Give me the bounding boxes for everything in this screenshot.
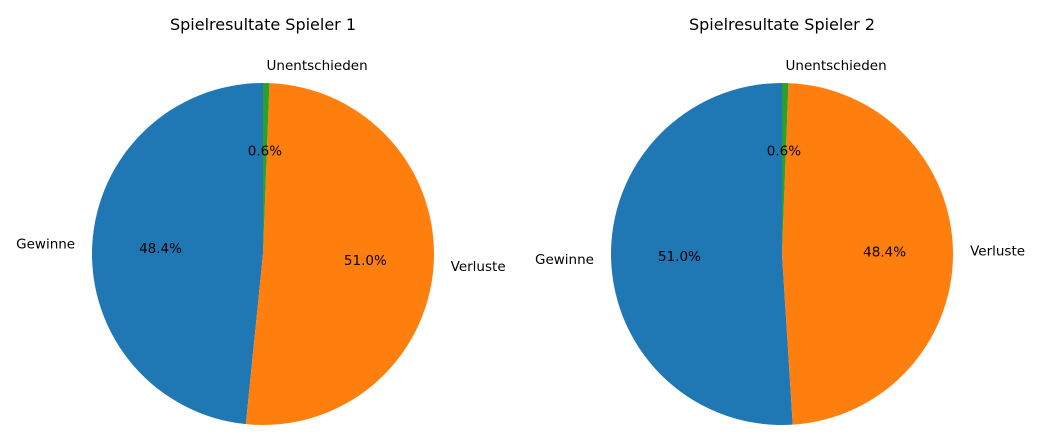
category-label: Gewinne: [535, 252, 594, 268]
percent-label: 0.6%: [767, 143, 801, 159]
category-label: Gewinne: [16, 237, 75, 253]
category-labels: Gewinne Verluste Unentschieden: [16, 58, 505, 275]
percent-label: 51.0%: [344, 253, 387, 269]
pie-chart-player-2: Spielresultate Spieler 2 51.0% 48.4%0.6% …: [535, 15, 1025, 425]
pie-slice-unentschieden: [782, 83, 789, 254]
pie-slice-gewinne: [610, 83, 793, 425]
pie-slices: [92, 83, 435, 426]
pie-chart-player-1: Spielresultate Spieler 1 48.4%51.0%0.6% …: [16, 15, 506, 426]
chart-title: Spielresultate Spieler 1: [170, 15, 356, 34]
percent-label: 51.0%: [658, 249, 701, 265]
percent-label: 48.4%: [863, 245, 906, 261]
percent-labels: 51.0% 48.4% 0.6%: [658, 143, 906, 265]
percent-labels: 48.4% 51.0% 0.6%: [139, 143, 387, 269]
pie-slice-verluste: [245, 83, 435, 426]
category-label: Unentschieden: [786, 58, 887, 74]
category-labels: Gewinne Verluste Unentschieden: [535, 58, 1025, 268]
pie-slice-gewinne: [92, 83, 263, 425]
pie-slice-verluste: [782, 83, 953, 425]
category-label: Verluste: [451, 259, 506, 275]
chart-title: Spielresultate Spieler 2: [689, 15, 875, 34]
pie-slices: [610, 83, 953, 425]
category-label: Unentschieden: [267, 58, 368, 74]
percent-label: 48.4%: [139, 241, 182, 257]
category-label: Verluste: [970, 244, 1025, 260]
percent-label: 0.6%: [248, 143, 282, 159]
pie-slice-unentschieden: [263, 83, 270, 254]
